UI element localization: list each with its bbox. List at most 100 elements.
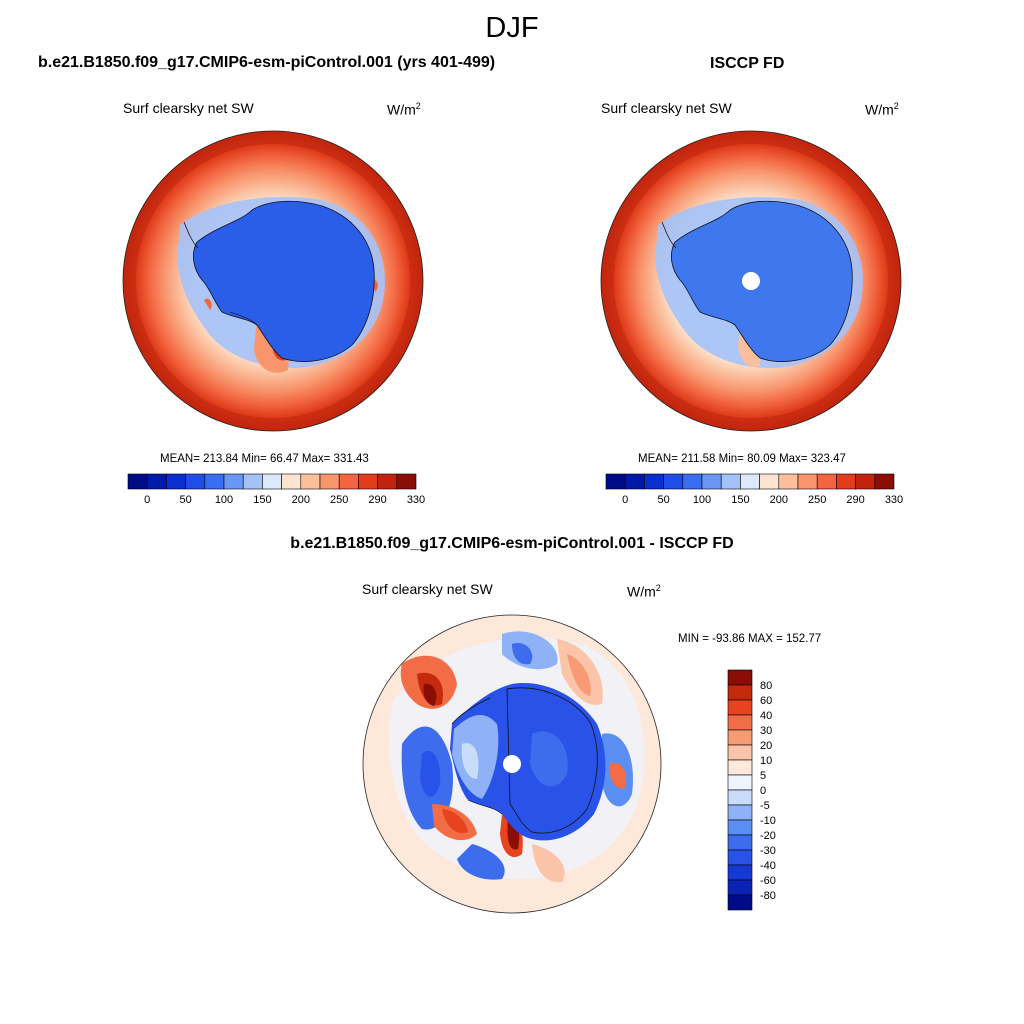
panel1-case-title: b.e21.B1850.f09_g17.CMIP6-esm-piControl.… [38,54,496,71]
colorbar-box [727,894,753,911]
colorbar-box [855,473,876,490]
colorbar-tick-label: 0 [622,494,628,506]
colorbar-tick-label: 0 [144,494,150,506]
colorbar-box [778,473,799,490]
panel3-pole-hole [503,755,521,773]
colorbar-tick-label: 150 [253,494,271,506]
colorbar-tick-label: -40 [760,860,776,872]
colorbar-tick-label: -80 [760,890,776,902]
colorbar-box [727,864,753,881]
colorbar-tick-label: 60 [760,695,772,707]
colorbar-box [663,473,684,490]
colorbar-tick-label: 250 [808,494,826,506]
colorbar-box [727,819,753,836]
colorbar-tick-label: 20 [760,740,772,752]
colorbar-box [727,744,753,761]
colorbar-box [727,714,753,731]
colorbar-box [727,774,753,791]
colorbar-box [338,473,359,490]
panel1-colorbar: 0 50 100 150 200 250 290 330 [127,473,425,506]
colorbar-box [127,473,148,490]
colorbar-box [874,473,895,490]
colorbar-box [262,473,282,490]
colorbar-tick-label: 40 [760,710,772,722]
panel1-units: W/m2 [387,101,421,118]
colorbar-box [727,789,753,806]
colorbar-box [396,473,417,490]
colorbar-tick-label: 10 [760,755,772,767]
panel1-variable-label: Surf clearsky net SW [123,100,254,116]
colorbar-box [281,473,302,490]
colorbar-box [836,473,856,490]
panel2-ross-sea-feature [738,330,761,367]
colorbar-tick-label: 50 [179,494,191,506]
panel2-units: W/m2 [865,101,899,118]
colorbar-box [146,473,167,490]
colorbar-tick-label: 290 [846,494,864,506]
colorbar-box [204,473,225,490]
panel2-pole-hole [742,272,760,290]
colorbar-tick-label: 330 [407,494,425,506]
colorbar-box [185,473,206,490]
panel2-colorbar: 0 50 100 150 200 250 290 330 [605,473,903,506]
colorbar-box [816,473,837,490]
panel2-stats: MEAN= 211.58 Min= 80.09 Max= 323.47 [638,453,846,465]
colorbar-tick-label: -60 [760,875,776,887]
colorbar-box [358,473,378,490]
colorbar-tick-label: 330 [885,494,903,506]
colorbar-tick-label: 250 [330,494,348,506]
colorbar-box [727,699,753,716]
panel1-stats: MEAN= 213.84 Min= 66.47 Max= 331.43 [160,453,369,465]
panel2-case-title: ISCCP FD [710,55,785,72]
panel2-variable-label: Surf clearsky net SW [601,100,732,116]
colorbar-box [682,473,703,490]
colorbar-tick-label: 0 [760,785,766,797]
colorbar-box [166,473,186,490]
panel3-stats: MIN = -93.86 MAX = 152.77 [678,633,822,645]
colorbar-box [727,804,753,821]
colorbar-box [720,473,741,490]
colorbar-box [624,473,645,490]
panel3-variable-label: Surf clearsky net SW [362,581,493,597]
colorbar-box [740,473,760,490]
panel1-antarctica-land [192,200,375,362]
colorbar-box [727,669,753,686]
colorbar-box [300,473,321,490]
colorbar-tick-label: 80 [760,680,772,692]
colorbar-tick-label: 5 [760,770,766,782]
colorbar-tick-label: -5 [760,800,770,812]
diff-panel-title: b.e21.B1850.f09_g17.CMIP6-esm-piControl.… [290,535,734,552]
panel3-units: W/m2 [627,583,661,600]
colorbar-box [727,729,753,746]
panel2-antarctica-land [670,200,853,362]
colorbar-box [377,473,398,490]
colorbar-tick-label: -30 [760,845,776,857]
panel1-map [122,130,424,432]
colorbar-box [644,473,664,490]
colorbar-box [242,473,263,490]
colorbar-box [797,473,818,490]
colorbar-tick-label: 200 [770,494,788,506]
colorbar-tick-label: 200 [292,494,310,506]
colorbar-box [727,879,753,896]
colorbar-box [759,473,780,490]
panel3-colorbar: 80 60 40 30 20 10 5 0 -5 -10 -20 -30 -40 -60 -80 [727,669,776,911]
panel3-map [362,614,662,914]
colorbar-tick-label: 100 [693,494,711,506]
colorbar-box [727,759,753,776]
colorbar-box [605,473,626,490]
colorbar-box [727,834,753,851]
colorbar-box [223,473,244,490]
colorbar-tick-label: 150 [731,494,749,506]
colorbar-box [319,473,340,490]
colorbar-tick-label: 30 [760,725,772,737]
figure-title: DJF [485,12,539,44]
colorbar-box [727,684,753,701]
colorbar-tick-label: 100 [215,494,233,506]
colorbar-tick-label: -20 [760,830,776,842]
colorbar-tick-label: -10 [760,815,776,827]
colorbar-tick-label: 50 [657,494,669,506]
colorbar-box [727,849,753,866]
panel2-map [600,130,902,432]
colorbar-box [701,473,722,490]
